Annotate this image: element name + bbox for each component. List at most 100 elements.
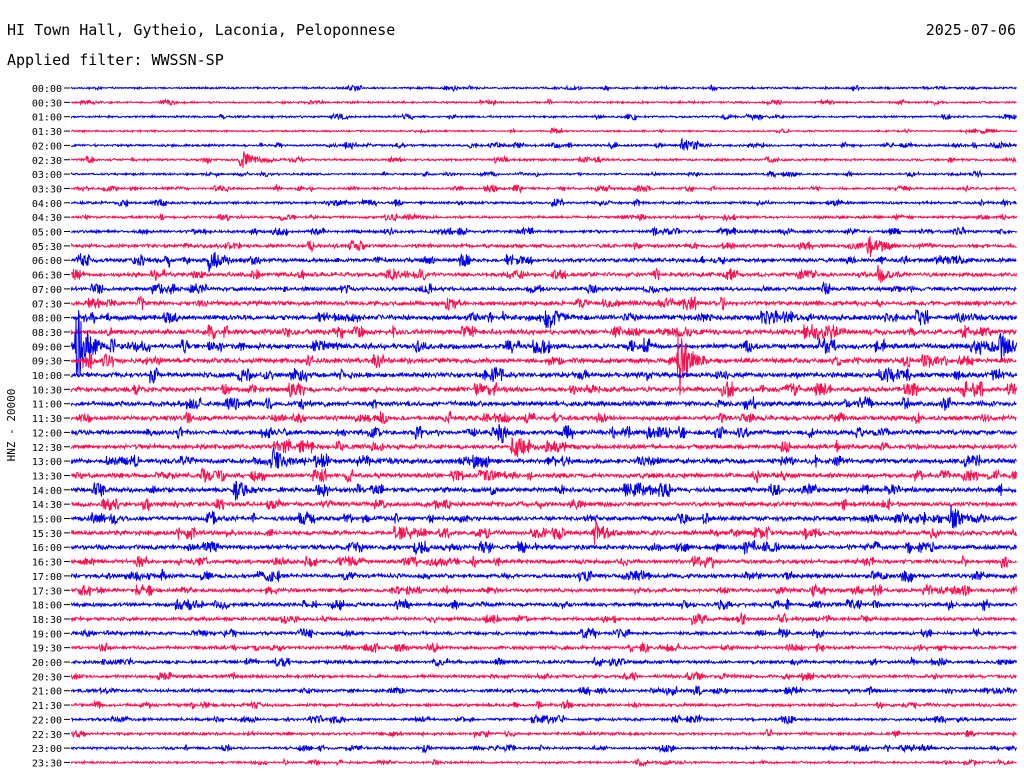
- row-time-label: 05:00: [32, 228, 62, 239]
- row-time-label: 23:30: [32, 758, 62, 769]
- row-time-label: 06:30: [32, 271, 62, 282]
- trace-line: [70, 480, 1017, 501]
- trace-line: [70, 381, 1017, 398]
- trace-line: [70, 612, 1017, 626]
- trace-line: [70, 98, 1017, 107]
- row-time-label: 18:00: [32, 601, 62, 612]
- row-time-label: 10:30: [32, 385, 62, 396]
- row-time-label: 04:00: [32, 199, 62, 210]
- row-time-label: 12:30: [32, 443, 62, 454]
- row-time-label: 06:00: [32, 256, 62, 267]
- trace-line: [70, 226, 1017, 237]
- trace-line: [70, 627, 1017, 639]
- row-time-label: 13:30: [32, 471, 62, 482]
- row-time-label: 02:00: [32, 141, 62, 152]
- row-time-label: 05:30: [32, 242, 62, 253]
- row-time-label: 12:00: [32, 428, 62, 439]
- row-time-label: 21:30: [32, 701, 62, 712]
- row-time-label: 19:00: [32, 629, 62, 640]
- trace-group: [70, 84, 1017, 768]
- y-axis-label: HNZ - 20000: [5, 389, 18, 462]
- row-time-label: 01:30: [32, 127, 62, 138]
- trace-line: [70, 504, 1017, 529]
- trace-line: [70, 212, 1017, 222]
- row-time-label: 10:00: [32, 371, 62, 382]
- row-time-label: 15:30: [32, 529, 62, 540]
- time-label-group: 00:00 00:30 01:00 01:30 02:00 02:30 03:00 03:30…: [32, 84, 70, 769]
- row-time-label: 11:30: [32, 414, 62, 425]
- trace-line: [70, 281, 1017, 295]
- trace-line: [70, 555, 1017, 570]
- row-time-label: 13:00: [32, 457, 62, 468]
- trace-line: [70, 251, 1017, 274]
- trace-line: [70, 324, 1017, 341]
- row-time-label: 22:00: [32, 715, 62, 726]
- row-time-label: 02:30: [32, 156, 62, 167]
- trace-line: [70, 713, 1017, 726]
- row-time-label: 03:30: [32, 184, 62, 195]
- row-time-label: 19:30: [32, 644, 62, 655]
- trace-line: [70, 656, 1017, 668]
- trace-line: [70, 112, 1017, 122]
- row-time-label: 08:00: [32, 314, 62, 325]
- row-time-label: 07:00: [32, 285, 62, 296]
- trace-line: [70, 597, 1017, 612]
- trace-line: [70, 743, 1017, 754]
- trace-line: [70, 264, 1017, 284]
- row-time-label: 14:30: [32, 500, 62, 511]
- trace-line: [70, 685, 1017, 697]
- trace-line: [70, 757, 1017, 768]
- filter-label: Applied filter: WWSSN-SP: [7, 51, 224, 69]
- row-time-label: 04:30: [32, 213, 62, 224]
- row-time-label: 01:00: [32, 113, 62, 124]
- trace-line: [70, 641, 1017, 654]
- trace-line: [70, 698, 1017, 711]
- trace-line: [70, 336, 1017, 396]
- trace-line: [70, 235, 1017, 258]
- trace-line: [70, 446, 1017, 470]
- trace-line: [70, 539, 1017, 556]
- row-time-label: 09:00: [32, 342, 62, 353]
- trace-line: [70, 497, 1017, 512]
- trace-line: [70, 410, 1017, 425]
- trace-line: [70, 308, 1017, 329]
- trace-line: [70, 183, 1017, 195]
- date-label: 2025-07-06: [925, 21, 1016, 39]
- trace-line: [70, 671, 1017, 682]
- row-time-label: 15:00: [32, 515, 62, 526]
- row-time-label: 08:30: [32, 328, 62, 339]
- trace-line: [70, 519, 1017, 545]
- trace-line: [70, 728, 1017, 739]
- row-time-label: 07:30: [32, 299, 62, 310]
- trace-line: [70, 366, 1017, 384]
- trace-line: [70, 424, 1017, 444]
- row-time-label: 17:30: [32, 586, 62, 597]
- trace-line: [70, 568, 1017, 584]
- trace-line: [70, 395, 1017, 411]
- trace-line: [70, 467, 1017, 484]
- trace-line: [70, 310, 1017, 376]
- row-time-label: 03:00: [32, 170, 62, 181]
- row-time-label: 16:30: [32, 558, 62, 569]
- row-time-label: 20:30: [32, 672, 62, 683]
- row-time-label: 21:00: [32, 687, 62, 698]
- trace-line: [70, 137, 1017, 152]
- trace-line: [70, 169, 1017, 179]
- trace-line: [70, 151, 1017, 168]
- row-time-label: 22:30: [32, 730, 62, 741]
- row-time-label: 16:00: [32, 543, 62, 554]
- row-time-label: 09:30: [32, 357, 62, 368]
- trace-line: [70, 84, 1017, 92]
- trace-line: [70, 583, 1017, 598]
- row-time-label: 23:00: [32, 744, 62, 755]
- trace-line: [70, 126, 1017, 135]
- row-time-label: 18:30: [32, 615, 62, 626]
- row-time-label: 20:00: [32, 658, 62, 669]
- row-time-label: 00:00: [32, 84, 62, 95]
- row-time-label: 00:30: [32, 98, 62, 109]
- station-title: HI Town Hall, Gytheio, Laconia, Peloponn…: [7, 21, 396, 39]
- trace-line: [70, 197, 1017, 209]
- trace-line: [70, 295, 1017, 311]
- row-time-label: 17:00: [32, 572, 62, 583]
